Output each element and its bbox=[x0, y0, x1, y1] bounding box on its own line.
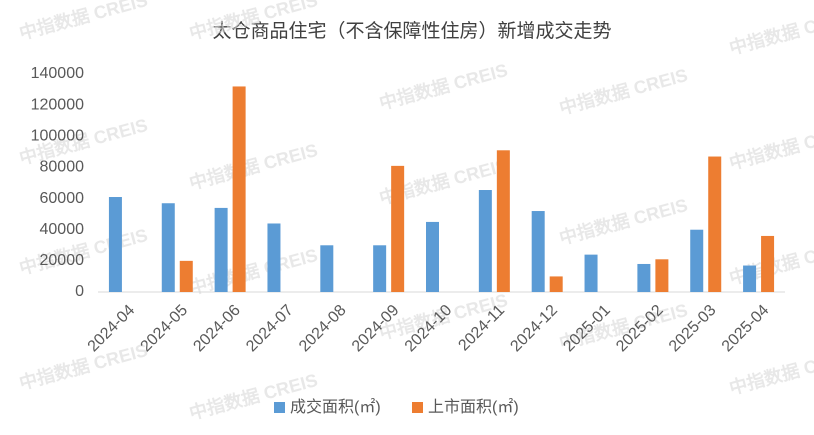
bar bbox=[267, 223, 281, 292]
bar bbox=[478, 190, 492, 292]
y-tick-label: 20000 bbox=[40, 252, 85, 269]
watermark: 中指数据 CREIS bbox=[17, 0, 150, 43]
x-tick-label: 2024-05 bbox=[138, 302, 192, 356]
watermark: 中指数据 CREIS bbox=[187, 244, 320, 298]
legend-swatch bbox=[412, 402, 423, 413]
chart-title: 太仓商品住宅（不含保障性住房）新增成交走势 bbox=[212, 20, 611, 42]
watermark: 中指数据 CREIS bbox=[727, 344, 814, 398]
x-tick-label: 2024-08 bbox=[296, 302, 350, 356]
bar bbox=[531, 211, 545, 292]
x-tick-label: 2024-06 bbox=[190, 302, 244, 356]
watermark: 中指数据 CREIS bbox=[727, 4, 814, 58]
y-tick-label: 120000 bbox=[31, 96, 84, 113]
bar bbox=[232, 86, 246, 292]
y-tick-label: 40000 bbox=[40, 221, 85, 238]
x-tick-label: 2024-12 bbox=[507, 302, 561, 356]
bar bbox=[161, 203, 175, 292]
bar bbox=[743, 265, 757, 292]
legend-label: 上市面积(㎡) bbox=[428, 398, 519, 416]
y-tick-label: 80000 bbox=[40, 159, 85, 176]
watermark: 中指数据 CREIS bbox=[377, 59, 510, 113]
bar bbox=[391, 165, 405, 292]
y-tick-label: 140000 bbox=[31, 65, 84, 82]
watermark: 中指数据 CREIS bbox=[727, 119, 814, 173]
watermark: 中指数据 CREIS bbox=[557, 194, 690, 248]
bar bbox=[426, 221, 439, 292]
bar bbox=[320, 245, 334, 292]
y-tick-label: 100000 bbox=[31, 128, 84, 145]
bar bbox=[496, 150, 510, 292]
bar bbox=[584, 254, 598, 292]
bar bbox=[373, 245, 387, 292]
bar bbox=[655, 259, 669, 292]
bar bbox=[708, 156, 722, 292]
watermark: 中指数据 CREIS bbox=[17, 339, 150, 393]
legend-swatch bbox=[274, 402, 285, 413]
bar bbox=[179, 260, 193, 292]
bar bbox=[549, 276, 563, 292]
bar bbox=[108, 197, 122, 292]
y-tick-label: 0 bbox=[75, 283, 84, 300]
bar bbox=[214, 207, 228, 292]
x-tick-label: 2025-04 bbox=[719, 302, 773, 356]
y-tick-label: 60000 bbox=[40, 190, 85, 207]
watermark: 中指数据 CREIS bbox=[187, 139, 320, 193]
bar bbox=[637, 263, 651, 292]
x-tick-label: 2024-07 bbox=[243, 302, 297, 356]
bar bbox=[690, 229, 704, 292]
bar bbox=[761, 235, 775, 292]
legend-label: 成交面积(㎡) bbox=[290, 398, 381, 416]
watermark: 中指数据 CREIS bbox=[557, 64, 690, 118]
